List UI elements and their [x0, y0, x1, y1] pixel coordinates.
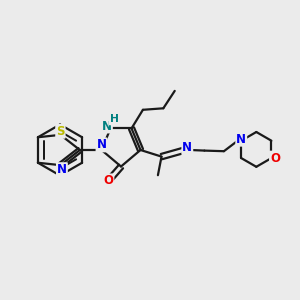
Text: N: N — [97, 138, 106, 152]
Text: N: N — [236, 133, 246, 146]
Text: O: O — [103, 174, 113, 188]
Text: S: S — [56, 125, 65, 138]
Text: N: N — [182, 141, 192, 154]
Text: N: N — [57, 163, 67, 176]
Text: H: H — [110, 114, 118, 124]
Text: N: N — [102, 119, 112, 133]
Text: O: O — [270, 152, 280, 165]
